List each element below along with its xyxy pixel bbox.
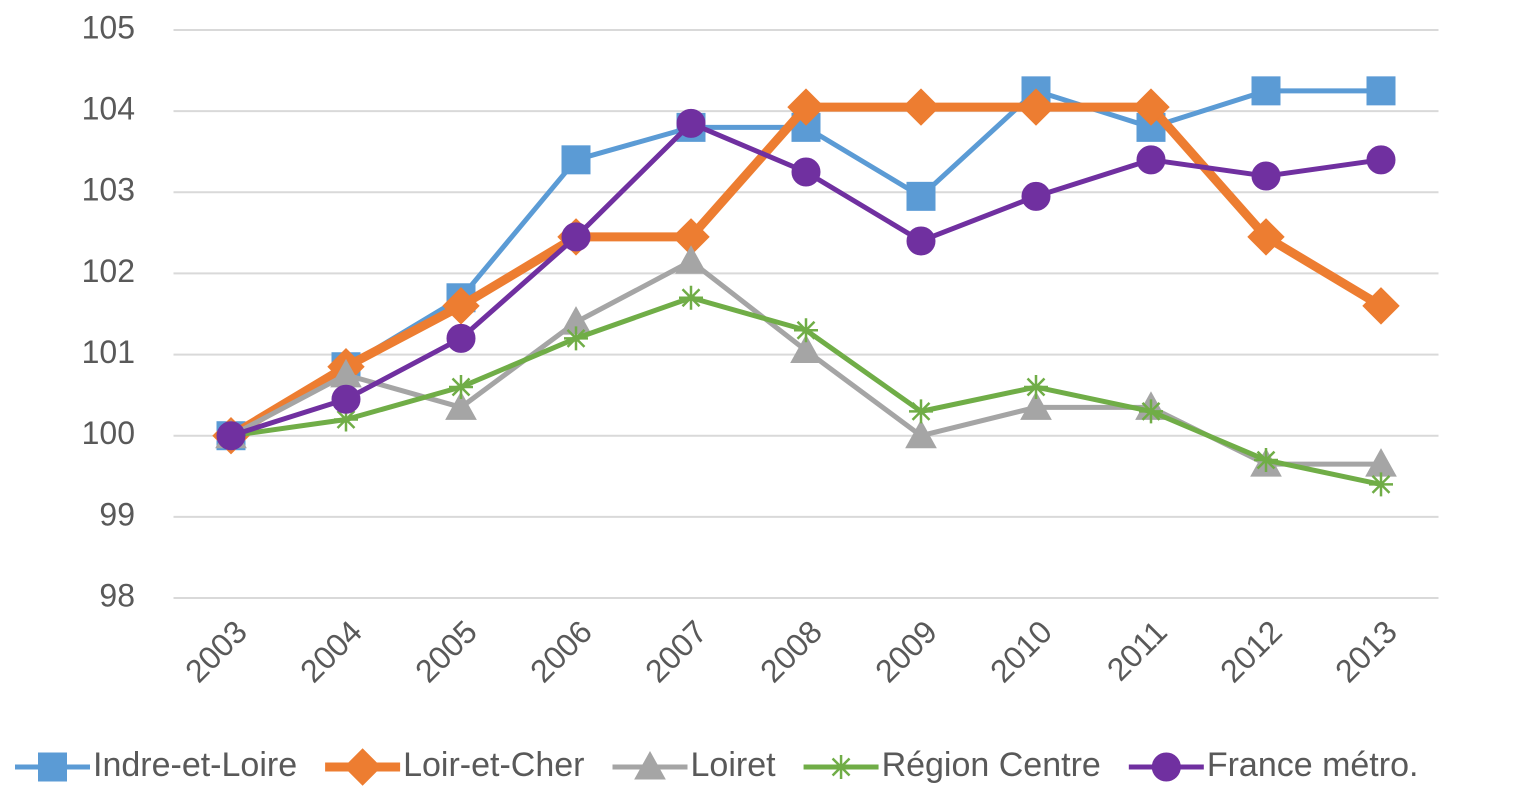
x-tick-label: 2003 [178, 613, 254, 689]
marker [1254, 448, 1278, 473]
marker [1369, 472, 1393, 497]
series-line [228, 102, 1384, 440]
marker [1247, 218, 1285, 256]
y-tick-label: 104 [82, 91, 135, 127]
marker [791, 157, 821, 187]
marker [1139, 399, 1163, 424]
marker [334, 407, 358, 432]
marker [790, 334, 822, 364]
marker [343, 748, 382, 786]
legend-label: Loir-et-Cher [403, 746, 584, 784]
y-tick-label: 98 [99, 577, 135, 613]
marker [679, 285, 703, 310]
marker [449, 375, 473, 400]
marker [1362, 287, 1400, 325]
marker [1251, 76, 1281, 106]
y-tick-label: 101 [82, 334, 135, 370]
y-tick-label: 103 [82, 172, 135, 208]
marker [561, 222, 591, 252]
x-tick-label: 2011 [1100, 613, 1174, 687]
x-tick-label: 2013 [1328, 613, 1404, 689]
marker [902, 88, 940, 126]
marker [564, 326, 588, 351]
x-tick-label: 2012 [1213, 613, 1289, 689]
marker [1021, 181, 1051, 211]
y-tick-label: 99 [99, 496, 135, 532]
series-line [229, 88, 1381, 438]
legend-label: France métro. [1207, 746, 1419, 784]
marker [1020, 391, 1052, 420]
marker [446, 323, 476, 353]
marker [38, 752, 67, 782]
x-tick-label: 2007 [638, 613, 714, 689]
marker [1151, 752, 1181, 782]
marker [675, 245, 707, 274]
y-tick-label: 100 [82, 415, 135, 451]
marker [1251, 161, 1281, 191]
x-tick-label: 2009 [868, 613, 944, 689]
x-tick-label: 2010 [983, 613, 1059, 689]
marker [1132, 88, 1170, 126]
marker [905, 419, 937, 449]
marker [829, 755, 854, 779]
marker [676, 108, 706, 138]
marker [634, 750, 666, 780]
marker [1366, 76, 1396, 106]
marker [1136, 145, 1166, 175]
marker [445, 391, 477, 420]
x-tick-label: 2006 [523, 613, 599, 689]
marker [216, 421, 246, 451]
legend-label: Indre-et-Loire [93, 746, 297, 784]
marker [1024, 375, 1048, 400]
x-tick-label: 2004 [293, 613, 369, 689]
marker [787, 88, 825, 126]
marker [331, 384, 361, 414]
marker [906, 226, 936, 256]
legend-label: Loiret [691, 746, 777, 784]
marker [1017, 88, 1055, 126]
marker [906, 181, 936, 211]
y-tick-label: 105 [82, 9, 135, 45]
marker [561, 145, 591, 175]
marker [1366, 145, 1396, 175]
x-tick-label: 2005 [408, 613, 484, 689]
marker [794, 318, 818, 343]
x-tick-label: 2008 [753, 613, 829, 689]
marker [909, 399, 933, 424]
y-tick-label: 102 [82, 253, 135, 289]
legend-label: Région Centre [882, 746, 1101, 784]
